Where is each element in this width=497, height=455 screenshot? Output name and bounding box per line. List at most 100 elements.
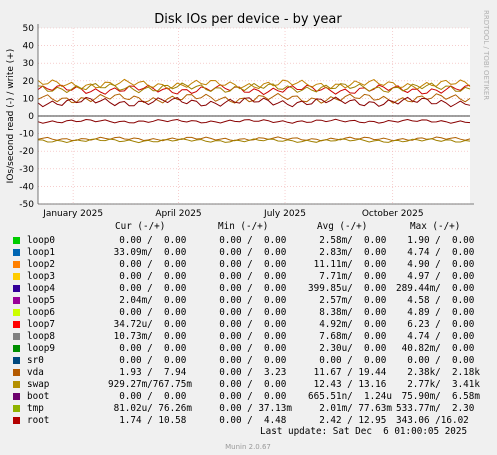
legend-row: loop0 0.00 / 0.00 0.00 / 0.00 2.58m/ 0.0… [0,235,497,247]
legend-cur: 0.00 / 0.00 [108,235,187,246]
legend-cur: 0.00 / 0.00 [108,307,187,318]
legend-avg: 0.00 / 0.00 [308,355,387,366]
legend-min: 0.00 / 0.00 [208,319,287,330]
legend-cur: 0.00 / 0.00 [108,283,187,294]
legend-row: boot 0.00 / 0.00 0.00 / 0.00 665.51n/ 1.2… [0,391,497,403]
legend-name: loop1 [27,247,55,258]
legend-name: loop3 [27,271,55,282]
legend-cur: 0.00 / 0.00 [108,391,187,402]
legend-min: 0.00 / 0.00 [208,271,287,282]
legend-row: sr0 0.00 / 0.00 0.00 / 0.00 0.00 / 0.00 … [0,355,497,367]
chart-title: Disk IOs per device - by year [154,12,342,27]
legend-avg: 8.38m/ 0.00 [308,307,387,318]
legend-cur: 2.04m/ 0.00 [108,295,187,306]
legend-swatch [13,261,20,268]
legend-cur: 34.72u/ 0.00 [108,319,187,330]
legend-min: 0.00 / 0.00 [208,391,287,402]
legend-max: 343.06 /16.02 [396,415,469,426]
legend-min: 0.00 / 37.13m [208,403,292,414]
legend-avg: 7.68m/ 0.00 [308,331,387,342]
legend-row: loop4 0.00 / 0.00 0.00 / 0.00 399.85u/ 0.… [0,283,497,295]
legend-max: 40.82m/ 0.00 [396,343,475,354]
legend-row: loop2 0.00 / 0.00 0.00 / 0.00 11.11m/ 0.… [0,259,497,271]
y-tick-label: -50 [19,200,34,210]
x-tick-label: July 2025 [263,209,306,219]
legend-max: 4.58 / 0.00 [396,295,475,306]
legend-avg: 7.71m/ 0.00 [308,271,387,282]
legend-swatch [13,309,20,316]
legend-cur: 10.73m/ 0.00 [108,331,187,342]
legend-row: loop6 0.00 / 0.00 0.00 / 0.00 8.38m/ 0.0… [0,307,497,319]
legend-avg: 12.43 / 13.16 [308,379,387,390]
legend-min: 0.00 / 0.00 [208,247,287,258]
legend-swatch [13,405,20,412]
y-tick-label: -30 [19,165,34,175]
legend-header-cur: Cur (-/+) [115,221,166,232]
legend-swatch [13,321,20,328]
legend-name: loop5 [27,295,55,306]
legend-swatch [13,249,20,256]
legend-header-avg: Avg (-/+) [317,221,368,232]
legend-cur: 0.00 / 0.00 [108,355,187,366]
legend-name: sr0 [27,355,44,366]
legend-min: 0.00 / 0.00 [208,379,287,390]
legend-min: 0.00 / 0.00 [208,235,287,246]
y-tick-label: 0 [28,112,34,122]
legend-cur: 1.74 / 10.58 [108,415,187,426]
series-line-loop7-write [37,84,471,96]
series-line-vda-write [37,92,471,104]
legend-name: loop8 [27,331,55,342]
legend-name: tmp [27,403,44,414]
series-layer [37,78,471,144]
legend-avg: 2.42 / 12.95 [308,415,387,426]
legend-min: 0.00 / 0.00 [208,295,287,306]
legend-header-max: Max (-/+) [410,221,461,232]
legend-max: 4.97 / 0.00 [396,271,475,282]
legend-name: loop0 [27,235,55,246]
legend-swatch [13,393,20,400]
legend-row: tmp 81.02u/ 76.26m 0.00 / 37.13m 2.01m/ … [0,403,497,415]
legend-name: loop4 [27,283,55,294]
y-tick-label: 30 [23,59,35,69]
legend-min: 0.00 / 0.00 [208,259,287,270]
legend-row: loop3 0.00 / 0.00 0.00 / 0.00 7.71m/ 0.0… [0,271,497,283]
legend-name: loop7 [27,319,55,330]
series-line-tmp-read [37,138,471,144]
legend-swatch [13,381,20,388]
legend-max: 0.00 / 0.00 [396,355,475,366]
legend-min: 0.00 / 0.00 [208,355,287,366]
legend-row: loop7 34.72u/ 0.00 0.00 / 0.00 4.92m/ 0.… [0,319,497,331]
legend-max: 2.77k/ 3.41k [396,379,480,390]
legend-cur: 0.00 / 0.00 [108,343,187,354]
legend-swatch [13,333,20,340]
legend-min: 0.00 / 0.00 [208,283,287,294]
legend-avg: 11.11m/ 0.00 [308,259,387,270]
legend-max: 6.23 / 0.00 [396,319,475,330]
legend-avg: 11.67 / 19.44 [308,367,387,378]
series-line-root-read [37,118,471,124]
y-tick-label: 50 [23,24,35,34]
legend-avg: 4.92m/ 0.00 [308,319,387,330]
legend-cur: 1.93 / 7.94 [108,367,187,378]
y-tick-label: -20 [19,147,34,157]
legend-avg: 2.30u/ 0.00 [308,343,387,354]
legend-name: boot [27,391,50,402]
legend-name: swap [27,379,50,390]
legend-cur: 81.02u/ 76.26m [108,403,192,414]
legend-swatch [13,273,20,280]
legend-min: 0.00 / 0.00 [208,331,287,342]
y-tick-label: -40 [19,182,34,192]
y-tick-label: 10 [23,94,35,104]
legend-swatch [13,357,20,364]
y-tick-label: 40 [23,42,35,52]
series-line-tmp-write [37,82,471,94]
legend-min: 0.00 / 4.48 [208,415,287,426]
x-tick-label: October 2025 [362,209,424,219]
legend-header-min: Min (-/+) [218,221,269,232]
legend-avg: 665.51n/ 1.24u [308,391,392,402]
legend-cur: 0.00 / 0.00 [108,259,187,270]
legend-name: root [27,415,50,426]
side-label: RRDTOOL / TOBI OETIKER [482,10,490,100]
legend-max: 4.90 / 0.00 [396,259,475,270]
